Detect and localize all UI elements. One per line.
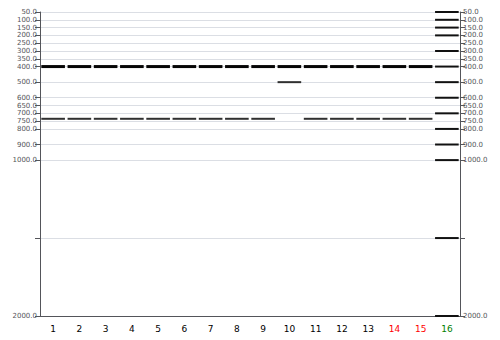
svg-text:900.0: 900.0 [463, 141, 483, 149]
svg-text:600.0: 600.0 [17, 94, 37, 102]
svg-text:500.0: 500.0 [17, 78, 37, 86]
svg-text:250.0: 250.0 [17, 39, 37, 47]
svg-text:11: 11 [310, 324, 321, 334]
svg-text:6: 6 [182, 324, 188, 334]
svg-text:300.0: 300.0 [463, 47, 483, 55]
svg-text:13: 13 [362, 324, 373, 334]
svg-text:900.0: 900.0 [17, 141, 37, 149]
svg-text:1000.0: 1000.0 [463, 156, 488, 164]
svg-text:1000.0: 1000.0 [13, 156, 38, 164]
svg-text:750.0: 750.0 [463, 117, 483, 125]
svg-text:300.0: 300.0 [17, 47, 37, 55]
svg-text:650.0: 650.0 [463, 102, 483, 110]
svg-text:8: 8 [234, 324, 240, 334]
svg-text:800.0: 800.0 [17, 125, 37, 133]
svg-text:2000.0: 2000.0 [463, 312, 488, 320]
svg-text:1: 1 [50, 324, 56, 334]
svg-text:4: 4 [129, 324, 135, 334]
svg-text:50.0: 50.0 [21, 8, 37, 16]
svg-text:2: 2 [77, 324, 83, 334]
svg-text:250.0: 250.0 [463, 39, 483, 47]
svg-text:400.0: 400.0 [463, 63, 483, 71]
svg-text:150.0: 150.0 [463, 24, 483, 32]
svg-text:5: 5 [155, 324, 161, 334]
svg-text:350.0: 350.0 [17, 55, 37, 63]
svg-text:200.0: 200.0 [463, 31, 483, 39]
svg-text:100.0: 100.0 [17, 16, 37, 24]
svg-text:800.0: 800.0 [463, 125, 483, 133]
svg-text:3: 3 [103, 324, 109, 334]
svg-text:500.0: 500.0 [463, 78, 483, 86]
svg-text:400.0: 400.0 [17, 63, 37, 71]
svg-text:2000.0: 2000.0 [13, 312, 38, 320]
svg-text:10: 10 [284, 324, 296, 334]
svg-text:650.0: 650.0 [17, 102, 37, 110]
svg-text:12: 12 [336, 324, 347, 334]
svg-text:9: 9 [260, 324, 266, 334]
svg-text:350.0: 350.0 [463, 55, 483, 63]
svg-text:7: 7 [208, 324, 214, 334]
svg-text:100.0: 100.0 [463, 16, 483, 24]
svg-text:15: 15 [415, 324, 426, 334]
svg-text:600.0: 600.0 [463, 94, 483, 102]
svg-text:750.0: 750.0 [17, 117, 37, 125]
svg-text:14: 14 [389, 324, 401, 334]
svg-text:200.0: 200.0 [17, 31, 37, 39]
svg-text:700.0: 700.0 [17, 109, 37, 117]
svg-text:700.0: 700.0 [463, 109, 483, 117]
svg-text:16: 16 [441, 324, 453, 334]
svg-text:50.0: 50.0 [463, 8, 479, 16]
svg-text:150.0: 150.0 [17, 24, 37, 32]
